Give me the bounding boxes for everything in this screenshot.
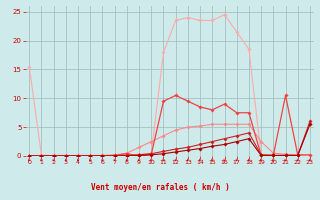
Text: Vent moyen/en rafales ( km/h ): Vent moyen/en rafales ( km/h ) — [91, 183, 229, 192]
